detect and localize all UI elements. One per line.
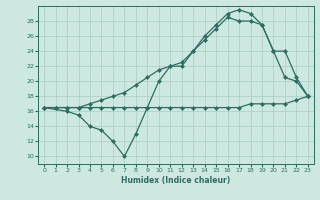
X-axis label: Humidex (Indice chaleur): Humidex (Indice chaleur) (121, 176, 231, 185)
